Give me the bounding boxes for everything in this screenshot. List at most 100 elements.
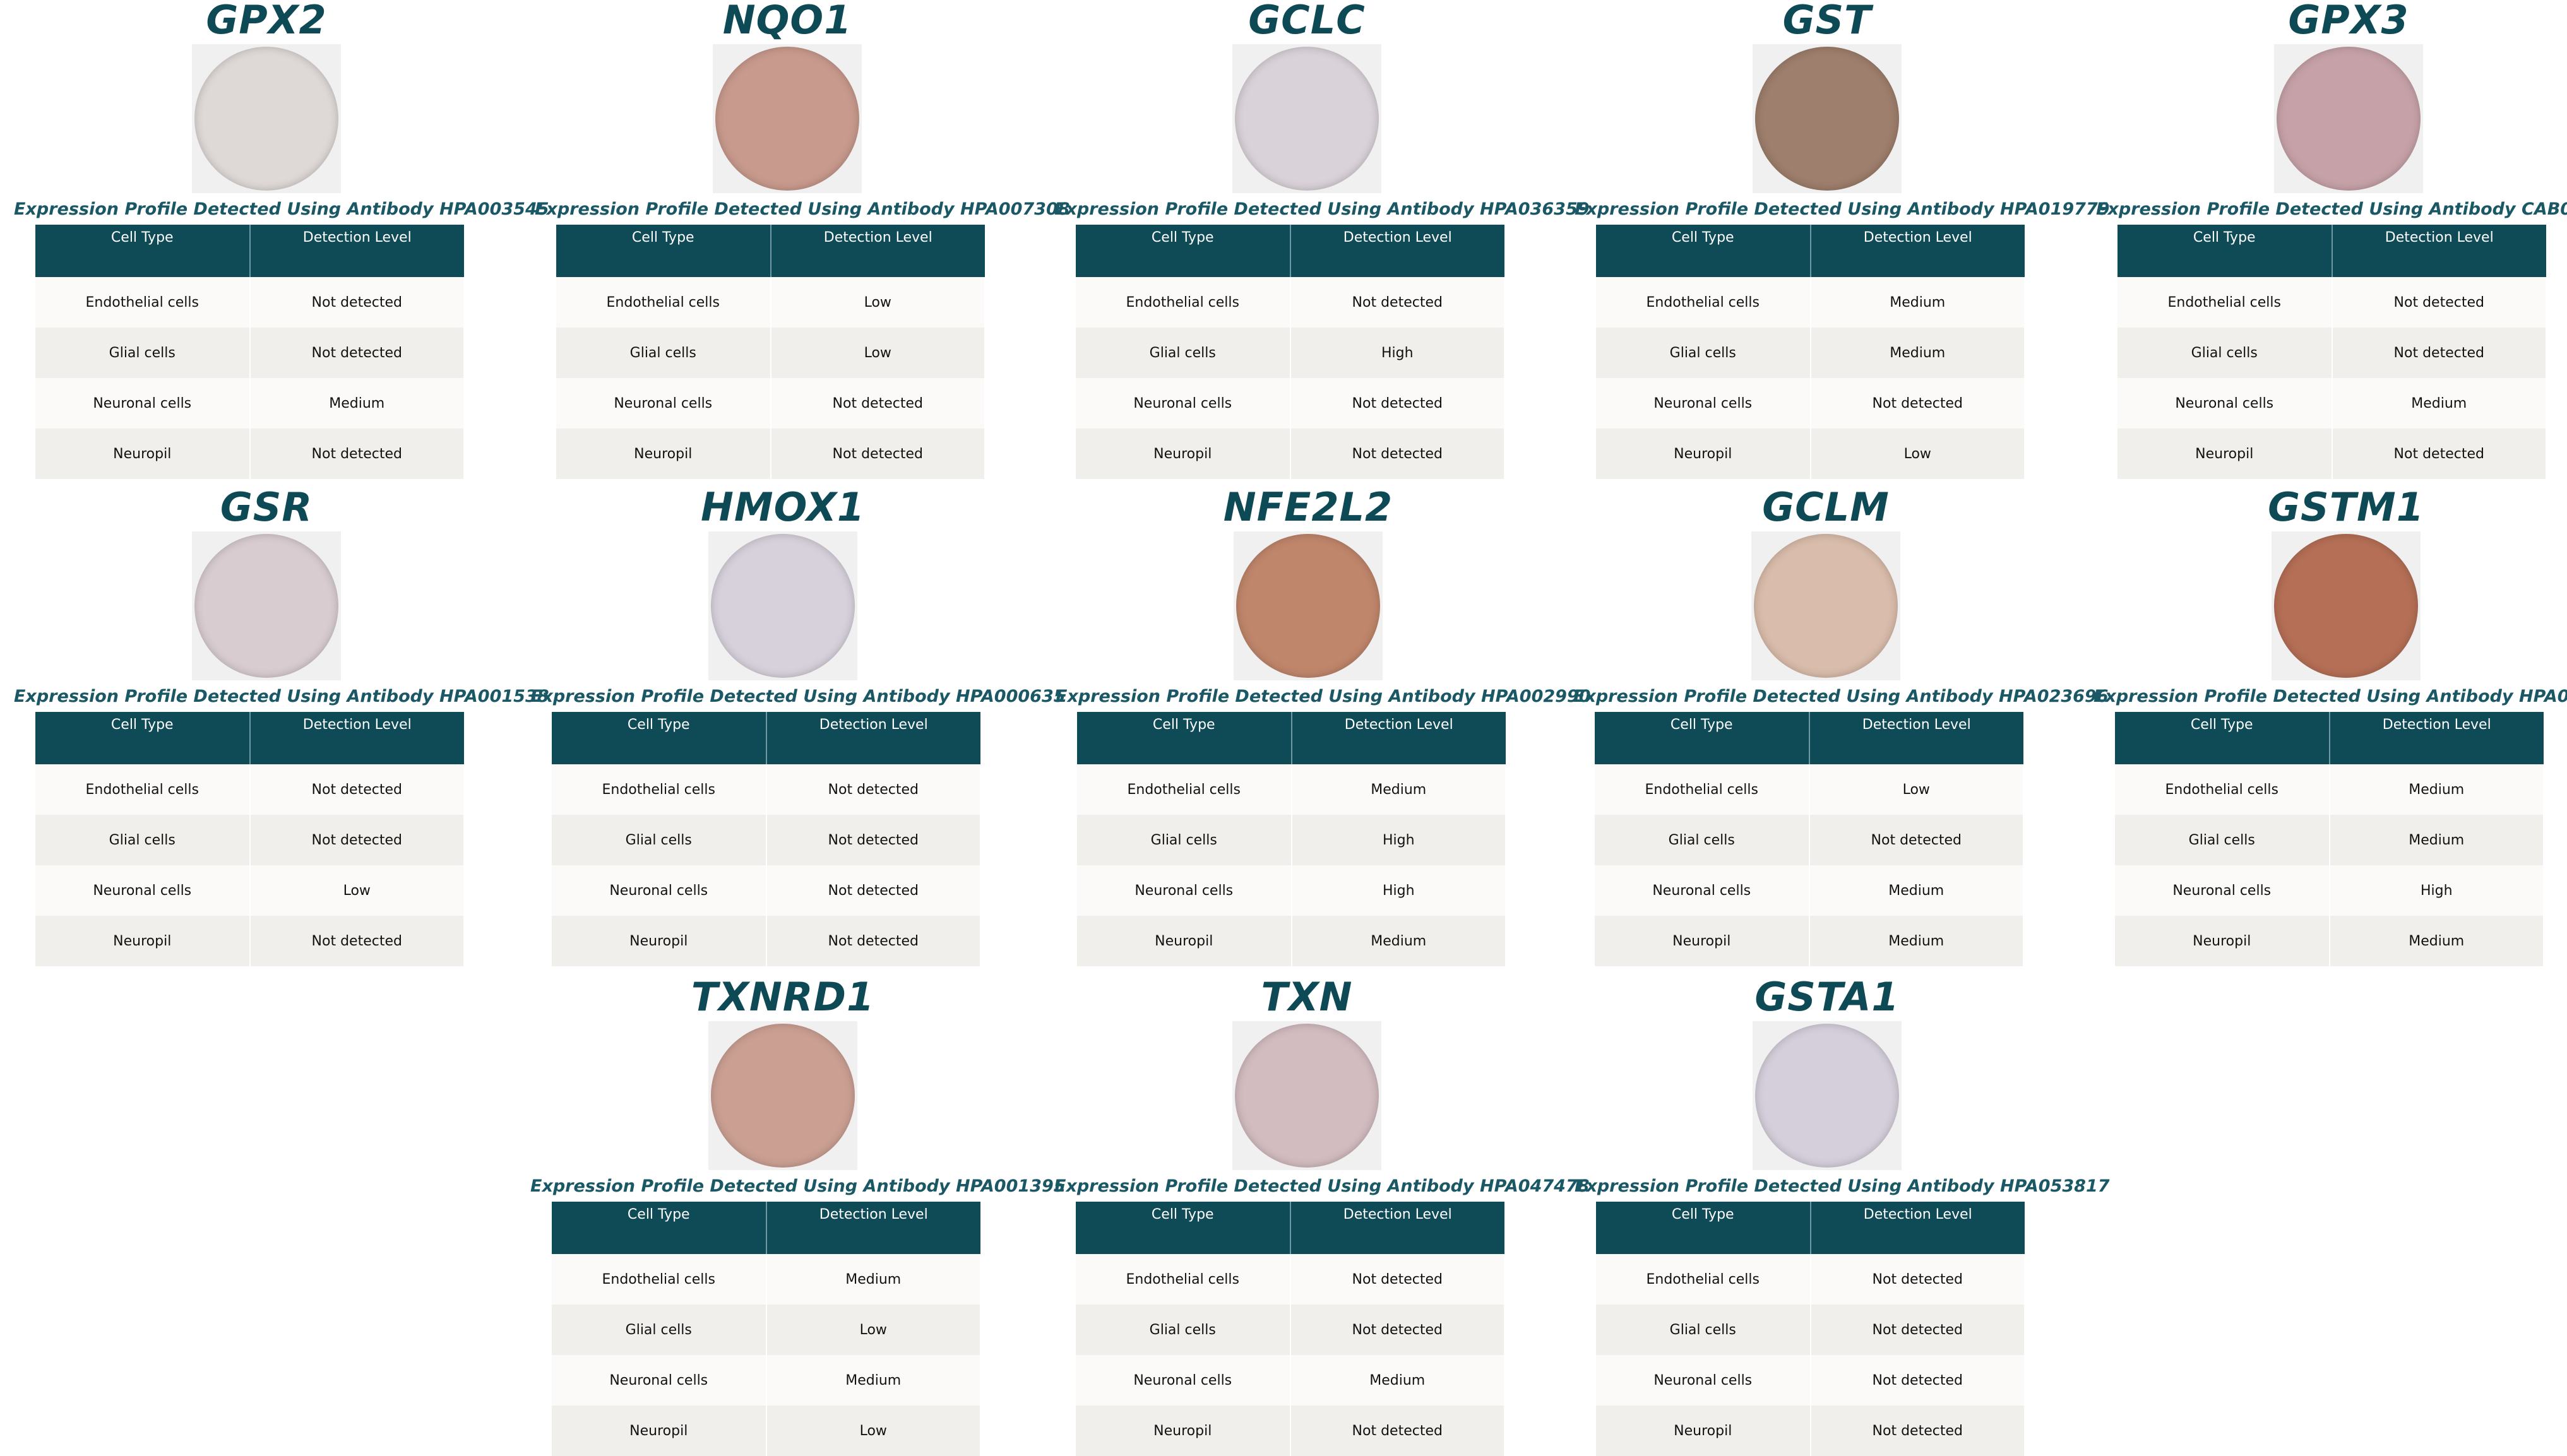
antibody-caption: Expression Profile Detected Using Antibo… [1573,687,2109,706]
cell-type: Neuronal cells [35,865,251,916]
cell-type: Glial cells [1596,1305,1811,1355]
cell-type: Glial cells [1077,815,1292,865]
table-header-row: Cell Type Detection Level [2115,712,2544,764]
detection-level-header: Detection Level [770,225,985,277]
table-row: Neuropil Not detected [552,916,981,966]
cell-type: Glial cells [556,328,771,378]
tissue-core [711,534,855,678]
cell-type: Glial cells [1595,815,1810,865]
detection-level: Medium [1290,1355,1505,1406]
detection-level-header: Detection Level [766,712,980,764]
cell-type: Neuropil [1596,429,1811,479]
detection-level: Not detected [1810,1355,2025,1406]
table-row: Glial cells Not detected [35,328,465,378]
detection-level: Low [770,328,986,378]
detection-level-header: Detection Level [766,1202,980,1254]
tissue-image [713,44,862,193]
cell-type: Glial cells [1076,1305,1291,1355]
table-row: Endothelial cells Medium [552,1254,981,1305]
table-row: Glial cells High [1076,328,1505,378]
table-row: Endothelial cells Low [1595,764,2024,815]
detection-level: Low [1810,429,2025,479]
detection-level: Not detected [1290,1254,1505,1305]
table-row: Neuropil Not detected [556,429,986,479]
table-row: Neuropil Not detected [35,916,465,966]
table-row: Neuronal cells Medium [1076,1355,1505,1406]
gene-title: NFE2L2 [1223,484,1393,530]
detection-level-header: Detection Level [1290,1202,1504,1254]
cell-type: Endothelial cells [35,277,251,328]
cell-type: Endothelial cells [552,1254,767,1305]
detection-level: Not detected [766,764,981,815]
table-row: Neuropil Not detected [1076,1406,1505,1456]
table-row: Neuronal cells High [2115,865,2544,916]
cell-type: Neuropil [1077,916,1292,966]
tissue-image [192,531,341,680]
gene-title: TXNRD1 [691,974,875,1020]
detection-level: Not detected [249,429,465,479]
table-row: Endothelial cells Not detected [1596,1254,2025,1305]
table-row: Endothelial cells Not detected [35,277,465,328]
detection-level-header: Detection Level [2329,712,2544,764]
table-row: Endothelial cells Medium [1596,277,2025,328]
cell-type-header: Cell Type [552,712,767,764]
expression-table: Cell Type Detection Level Endothelial cell… [1596,225,2025,479]
detection-level: Not detected [1290,1305,1505,1355]
cell-type-header: Cell Type [1077,712,1292,764]
table-row: Endothelial cells Medium [1077,764,1506,815]
detection-level: Not detected [1290,277,1505,328]
tissue-image [1232,44,1381,193]
table-row: Neuronal cells Medium [2117,378,2547,429]
detection-level: Medium [1809,916,2024,966]
gene-title: GPX3 [2288,0,2409,43]
table-header-row: Cell Type Detection Level [35,712,464,764]
detection-level: Not detected [249,277,465,328]
detection-level: Medium [766,1355,981,1406]
table-row: Endothelial cells Medium [2115,764,2544,815]
table-row: Glial cells Not detected [1596,1305,2025,1355]
cell-type: Neuronal cells [1077,865,1292,916]
table-row: Glial cells Low [552,1305,981,1355]
antibody-caption: Expression Profile Detected Using Antibo… [530,1176,1066,1196]
cell-type: Neuronal cells [1596,378,1811,429]
detection-level: Not detected [1810,378,2025,429]
cell-type: Glial cells [552,815,767,865]
cell-type: Neuronal cells [2117,378,2333,429]
cell-type: Glial cells [35,328,251,378]
cell-type: Neuropil [35,916,251,966]
cell-type: Glial cells [552,1305,767,1355]
tissue-core [194,47,338,191]
cell-type: Glial cells [2117,328,2333,378]
expression-table: Cell Type Detection Level Endothelial cell… [1077,712,1506,966]
gene-title: GCLM [1762,484,1890,530]
cell-type: Endothelial cells [2117,277,2333,328]
cell-type: Neuropil [2117,429,2333,479]
detection-level: Medium [1291,916,1506,966]
table-row: Neuropil Medium [1077,916,1506,966]
table-row: Neuropil Not detected [35,429,465,479]
cell-type-header: Cell Type [35,712,251,764]
table-row: Neuronal cells High [1077,865,1506,916]
cell-type: Neuropil [35,429,251,479]
detection-level-header: Detection Level [1290,225,1504,277]
detection-level: Medium [1810,277,2025,328]
expression-table: Cell Type Detection Level Endothelial cell… [35,712,465,966]
tissue-core [1236,534,1380,678]
detection-level: Not detected [2332,429,2547,479]
table-header-row: Cell Type Detection Level [1595,712,2023,764]
tissue-image [1234,531,1383,680]
antibody-caption: Expression Profile Detected Using Antibo… [14,687,549,706]
detection-level: Low [770,277,986,328]
detection-level: Not detected [249,764,465,815]
table-row: Neuropil Low [1596,429,2025,479]
cell-type-header: Cell Type [1076,1202,1291,1254]
tissue-core [1235,1024,1379,1168]
detection-level: Medium [766,1254,981,1305]
detection-level: High [1291,815,1506,865]
cell-type: Glial cells [2115,815,2330,865]
expression-table: Cell Type Detection Level Endothelial cell… [556,225,986,479]
expression-table: Cell Type Detection Level Endothelial cell… [35,225,465,479]
cell-type: Endothelial cells [2115,764,2330,815]
antibody-caption: Expression Profile Detected Using Antibo… [1575,199,2110,219]
detection-level-header: Detection Level [1809,712,2023,764]
